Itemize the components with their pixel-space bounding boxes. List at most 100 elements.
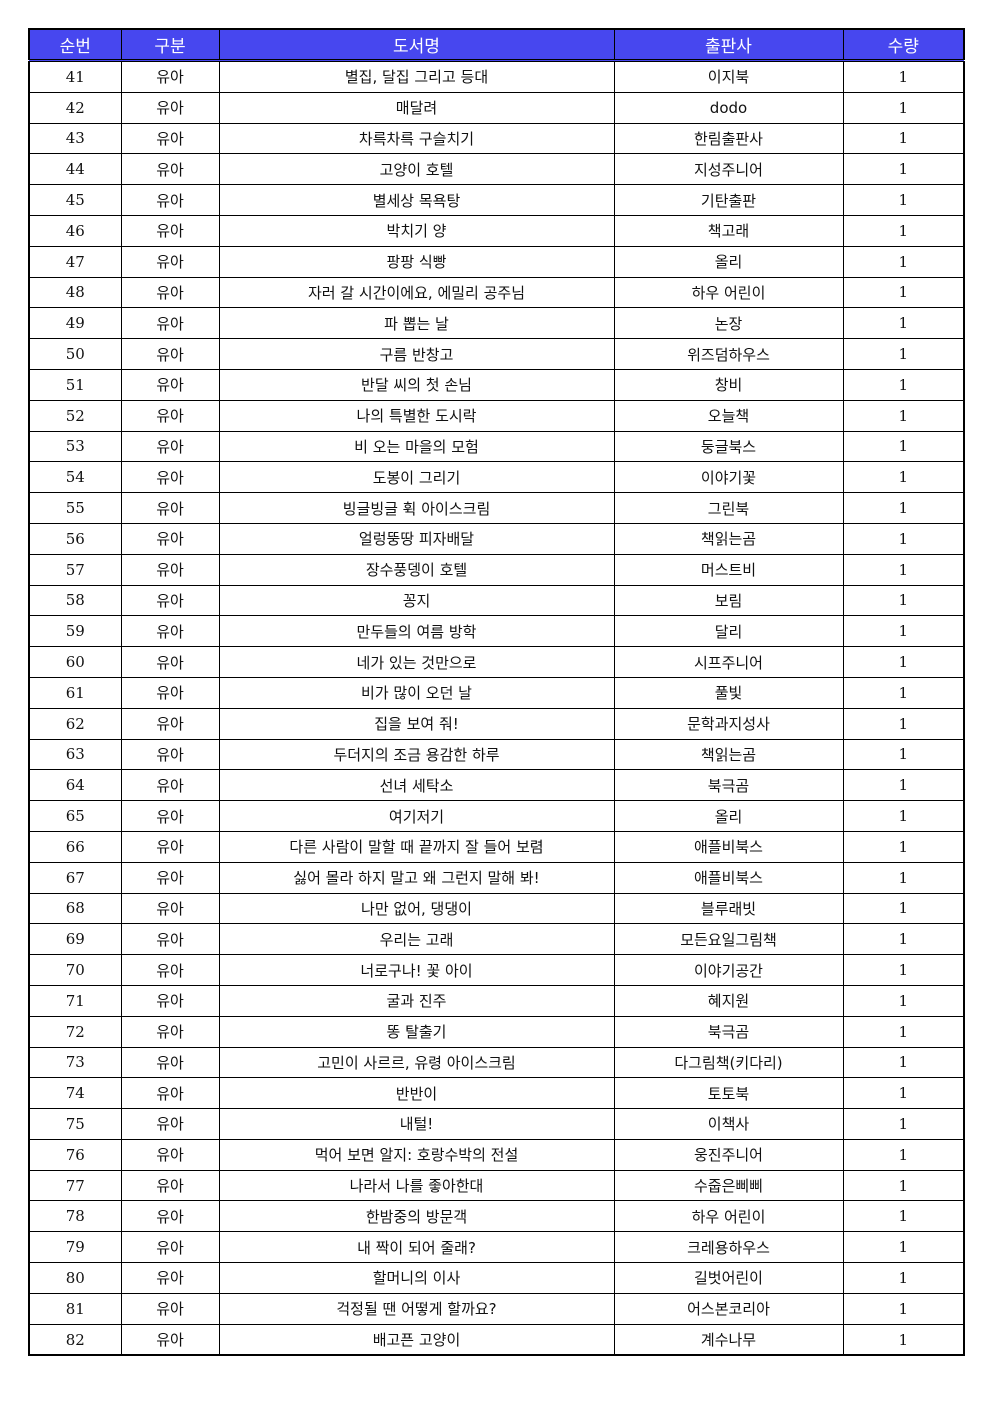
cell-quantity: 1 [842, 984, 965, 1017]
table-row: 54 유아 도봉이 그리기 이야기꽃 1 [28, 461, 965, 494]
cell-publisher: 책고래 [613, 214, 844, 247]
cell-category: 유아 [120, 214, 220, 247]
cell-title: 굴과 진주 [218, 984, 615, 1017]
cell-number: 70 [28, 954, 122, 986]
cell-number: 59 [28, 615, 122, 648]
cell-title: 장수풍뎅이 호텔 [218, 553, 615, 586]
cell-title: 내털! [218, 1108, 615, 1140]
cell-title: 집을 보여 줘! [218, 707, 615, 740]
cell-quantity: 1 [842, 245, 965, 278]
cell-category: 유아 [120, 738, 220, 771]
table-row: 77 유아 나라서 나를 좋아한대 수줍은삐삐 1 [28, 1169, 965, 1202]
cell-quantity: 1 [842, 522, 965, 555]
cell-quantity: 1 [842, 892, 965, 925]
cell-quantity: 1 [842, 184, 965, 216]
cell-number: 47 [28, 245, 122, 278]
table-row: 48 유아 자러 갈 시간이에요, 에밀리 공주님 하우 어린이 1 [28, 276, 965, 309]
cell-quantity: 1 [842, 1015, 965, 1048]
cell-title: 차륵차륵 구슬치기 [218, 122, 615, 155]
cell-quantity: 1 [842, 954, 965, 986]
cell-title: 걱정될 땐 어떻게 할까요? [218, 1292, 615, 1325]
cell-category: 유아 [120, 1015, 220, 1048]
table-row: 69 유아 우리는 고래 모든요일그림책 1 [28, 923, 965, 956]
cell-number: 54 [28, 461, 122, 494]
cell-quantity: 1 [842, 338, 965, 370]
table-row: 80 유아 할머니의 이사 길벗어린이 1 [28, 1262, 965, 1294]
cell-category: 유아 [120, 615, 220, 648]
cell-title: 반달 씨의 첫 손님 [218, 368, 615, 401]
cell-quantity: 1 [842, 1108, 965, 1140]
table-row: 45 유아 별세상 목욕탕 기탄출판 1 [28, 184, 965, 216]
cell-title: 선녀 세탁소 [218, 769, 615, 802]
cell-category: 유아 [120, 276, 220, 309]
cell-title: 박치기 양 [218, 214, 615, 247]
cell-category: 유아 [120, 91, 220, 124]
cell-category: 유아 [120, 553, 220, 586]
table-body: 41 유아 별집, 달집 그리고 등대 이지북 1 42 유아 매달려 dodo 1 43 유아 차륵차… [28, 60, 965, 1356]
cell-title: 똥 탈출기 [218, 1015, 615, 1048]
cell-publisher: 창비 [613, 368, 844, 401]
cell-title: 얼렁뚱땅 피자배달 [218, 522, 615, 555]
cell-category: 유아 [120, 399, 220, 432]
cell-category: 유아 [120, 307, 220, 340]
cell-category: 유아 [120, 984, 220, 1017]
cell-quantity: 1 [842, 676, 965, 709]
cell-quantity: 1 [842, 368, 965, 401]
cell-quantity: 1 [842, 1077, 965, 1110]
table-row: 55 유아 빙글빙글 휙 아이스크림 그린북 1 [28, 492, 965, 524]
cell-title: 자러 갈 시간이에요, 에밀리 공주님 [218, 276, 615, 309]
table-row: 68 유아 나만 없어, 댕댕이 블루래빗 1 [28, 892, 965, 925]
cell-publisher: 크레용하우스 [613, 1231, 844, 1264]
header-quantity: 수량 [842, 28, 965, 62]
cell-publisher: 보림 [613, 584, 844, 617]
cell-number: 81 [28, 1292, 122, 1325]
table-row: 53 유아 비 오는 마을의 모험 둥글북스 1 [28, 430, 965, 463]
cell-number: 62 [28, 707, 122, 740]
cell-title: 고양이 호텔 [218, 153, 615, 186]
cell-title: 별집, 달집 그리고 등대 [218, 60, 615, 93]
cell-category: 유아 [120, 1292, 220, 1325]
cell-quantity: 1 [842, 1138, 965, 1171]
table-row: 75 유아 내털! 이책사 1 [28, 1108, 965, 1140]
cell-publisher: 그린북 [613, 492, 844, 524]
cell-publisher: 한림출판사 [613, 122, 844, 155]
cell-number: 49 [28, 307, 122, 340]
cell-number: 43 [28, 122, 122, 155]
cell-title: 고민이 사르르, 유령 아이스크림 [218, 1046, 615, 1079]
cell-category: 유아 [120, 830, 220, 863]
cell-title: 나의 특별한 도시락 [218, 399, 615, 432]
cell-quantity: 1 [842, 830, 965, 863]
cell-title: 나라서 나를 좋아한대 [218, 1169, 615, 1202]
cell-number: 55 [28, 492, 122, 524]
table-header-row: 순번 구분 도서명 출판사 수량 [28, 28, 965, 62]
cell-quantity: 1 [842, 1262, 965, 1294]
cell-number: 64 [28, 769, 122, 802]
cell-category: 유아 [120, 769, 220, 802]
cell-publisher: 풀빛 [613, 676, 844, 709]
cell-publisher: 기탄출판 [613, 184, 844, 216]
cell-title: 비 오는 마을의 모험 [218, 430, 615, 463]
cell-quantity: 1 [842, 923, 965, 956]
cell-publisher: 올리 [613, 245, 844, 278]
cell-quantity: 1 [842, 1323, 965, 1356]
cell-category: 유아 [120, 1077, 220, 1110]
cell-number: 72 [28, 1015, 122, 1048]
cell-quantity: 1 [842, 461, 965, 494]
table-row: 67 유아 싫어 몰라 하지 말고 왜 그런지 말해 봐! 애플비북스 1 [28, 861, 965, 894]
table-row: 60 유아 네가 있는 것만으로 시프주니어 1 [28, 646, 965, 678]
cell-number: 48 [28, 276, 122, 309]
cell-title: 빙글빙글 휙 아이스크림 [218, 492, 615, 524]
cell-number: 77 [28, 1169, 122, 1202]
cell-quantity: 1 [842, 1292, 965, 1325]
cell-publisher: 혜지원 [613, 984, 844, 1017]
cell-number: 73 [28, 1046, 122, 1079]
table-row: 78 유아 한밤중의 방문객 하우 어린이 1 [28, 1200, 965, 1233]
cell-number: 68 [28, 892, 122, 925]
cell-title: 우리는 고래 [218, 923, 615, 956]
cell-category: 유아 [120, 1046, 220, 1079]
cell-quantity: 1 [842, 276, 965, 309]
table-row: 63 유아 두더지의 조금 용감한 하루 책읽는곰 1 [28, 738, 965, 771]
cell-category: 유아 [120, 184, 220, 216]
cell-publisher: 토토북 [613, 1077, 844, 1110]
cell-quantity: 1 [842, 91, 965, 124]
